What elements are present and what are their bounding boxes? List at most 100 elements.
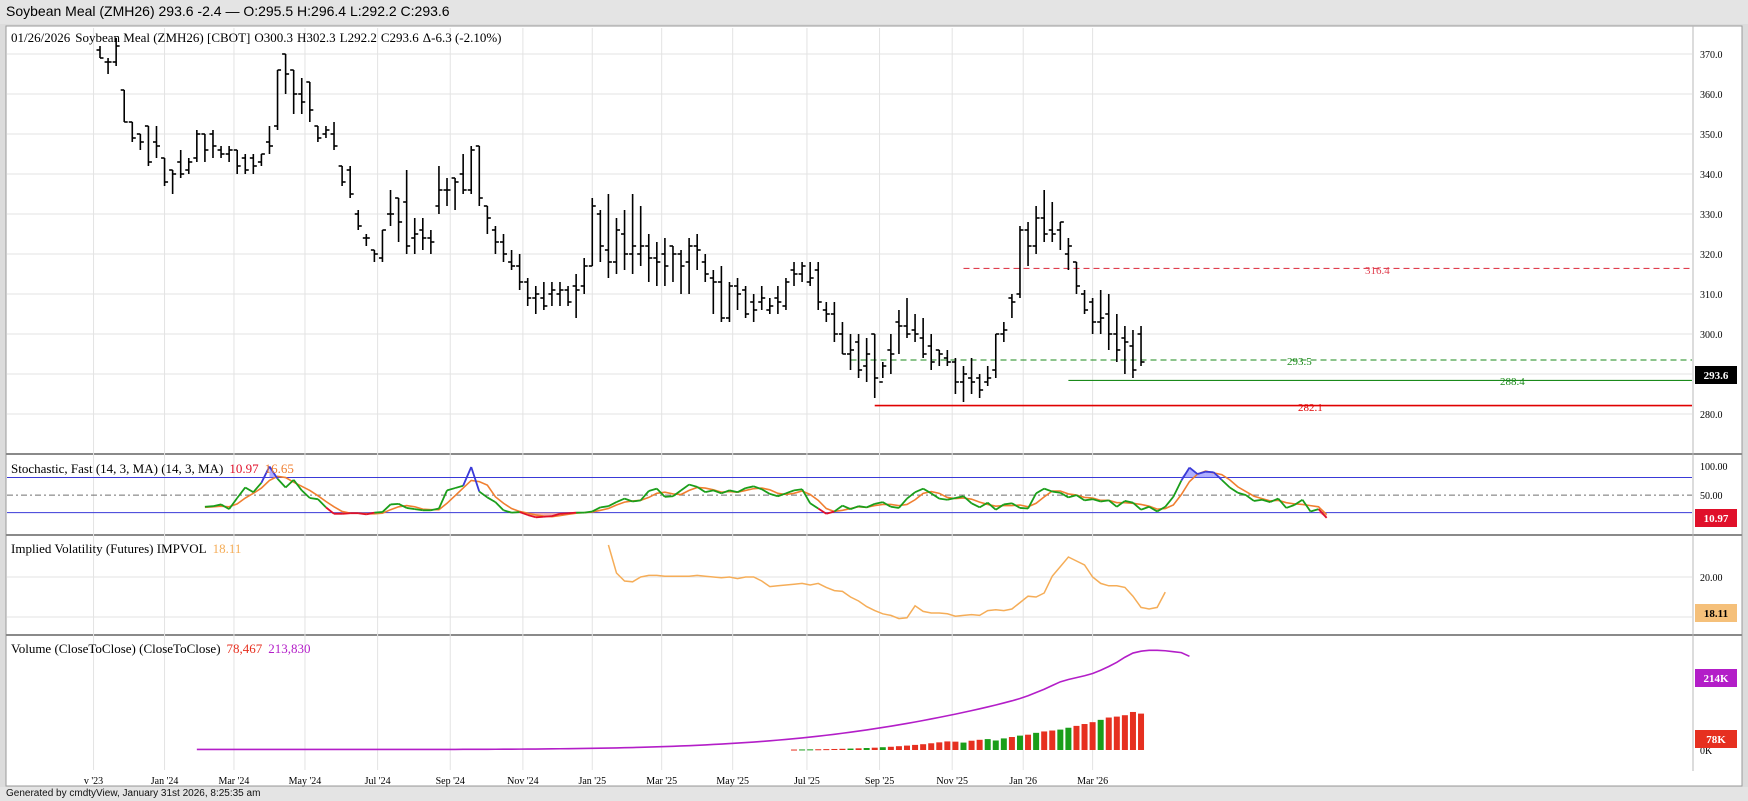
chart-canvas: 370.0 360.0 350.0 340.0 330.0 320.0 310.0 300.0… [0,24,1748,787]
price-header-close: 293.6 [390,30,420,45]
stoch-k-segment [914,487,924,493]
price-tick-label: 340.0 [1700,170,1723,181]
stoch-k-segment [366,511,375,516]
stoch-k-segment [398,503,408,509]
stoch-k-segment [1075,494,1086,502]
ohlc-bar [830,302,838,342]
ohlc-bar [661,238,669,286]
ohlc-bar [822,302,830,322]
stoch-k-segment [882,501,892,508]
stoch-k-segment [1317,508,1328,519]
stoch-k-segment [939,497,948,501]
ohlc-bar [968,358,976,394]
ohlc-bar [750,294,758,322]
volume-bar [831,748,838,750]
volume-bar [992,740,999,750]
stoch-d-value: 16.65 [265,461,294,476]
stoch-k-segment [430,507,440,512]
ohlc-bar [669,245,677,282]
ohlc-bar [653,242,661,286]
price-header-l-label: L [340,30,348,45]
stoch-k-segment [212,503,222,508]
volume-bar [863,748,870,750]
stoch-k-segment [1027,492,1037,509]
volume-bar [928,743,935,750]
stoch-k-segment [826,510,835,515]
stoch-k-segment [1124,500,1134,504]
stoch-k-segment [1310,508,1319,513]
stoch-k-segment [745,485,754,489]
volume-bar [1089,722,1096,750]
stoch-k-segment [358,512,367,516]
ohlc-bar [951,358,959,394]
stoch-k-segment [809,502,819,510]
oi-badge: 214K [1703,673,1729,685]
stoch-k-segment [890,505,900,509]
ohlc-bar [984,366,992,386]
ohlc-bar [193,130,201,162]
ohlc-bar [798,262,806,282]
stoch-d-line [204,470,1328,518]
price-tick-label: 310.0 [1700,290,1723,301]
ohlc-bar [387,190,395,226]
ohlc-bar [1032,206,1040,254]
ohlc-bar [782,278,790,310]
ohlc-bar [290,69,298,114]
ohlc-bar [847,334,855,370]
stoch-k-segment [664,495,674,498]
ohlc-bar [346,166,354,198]
footer: Generated by cmdtyView, January 31st 202… [0,787,1748,801]
ohlc-bar [596,210,604,262]
vol-badge-bg [1695,730,1737,748]
ohlc-bar [959,366,967,402]
ohlc-bar [806,262,814,286]
stoch-k-segment [874,501,883,505]
stoch-badge-bg [1695,509,1737,527]
stoch-k-segment [309,497,319,501]
price-header-low: 292.2 [348,30,377,45]
price-header-name: Soybean Meal (ZMH26) [CBOT] [75,30,250,45]
stoch-k-segment [737,487,747,493]
stoch-k-segment [705,489,714,494]
ohlc-bar [943,350,951,366]
ohlc-bar [144,125,152,166]
ohlc-bar [919,318,927,358]
ohlc-bar [435,166,443,214]
ohlc-bar [411,218,419,254]
ohlc-bar [161,157,169,186]
stoch-k-segment [608,501,617,507]
ohlc-bar [838,322,846,355]
x-tick-label: v '23 [84,776,103,787]
stoch-k-segment [390,502,399,506]
last-price-badge-bg [1695,366,1737,384]
stoch-k-segment [866,503,876,509]
stoch-k-segment [1237,491,1247,496]
ivol-badge-bg [1695,604,1737,622]
ohlc-bar [314,125,322,142]
price-header-c-label: C [381,30,390,45]
stoch-k-segment [987,502,997,511]
ohlc-bar [169,169,177,194]
ohlc-bar [774,286,782,314]
ohlc-bar [677,250,685,294]
resistance-label: 316.4 [1365,265,1390,277]
ohlc-bar [588,198,596,267]
stochastic-lines [7,465,1692,519]
volume-bar [960,742,967,750]
ohlc-bar [1056,221,1064,250]
volume-bar [1097,719,1104,750]
ohlc-bar [871,333,879,398]
stoch-k-segment [559,512,569,515]
stoch-k-segment [793,488,803,492]
ohlc-bar [459,154,467,194]
stoch-k-segment [1059,491,1069,499]
volume-bar [1138,713,1145,750]
stoch-k-segment [1285,504,1295,509]
support-green-left-label: 293.5 [1287,356,1312,368]
ivol-label: Implied Volatility (Futures) IMPVOL [11,541,207,556]
ohlc-bar [1064,238,1072,270]
price-header-h-label: H [297,30,306,45]
x-tick-label: Mar '25 [646,776,677,787]
ohlc-bar [863,338,871,382]
ohlc-bar [693,234,701,270]
